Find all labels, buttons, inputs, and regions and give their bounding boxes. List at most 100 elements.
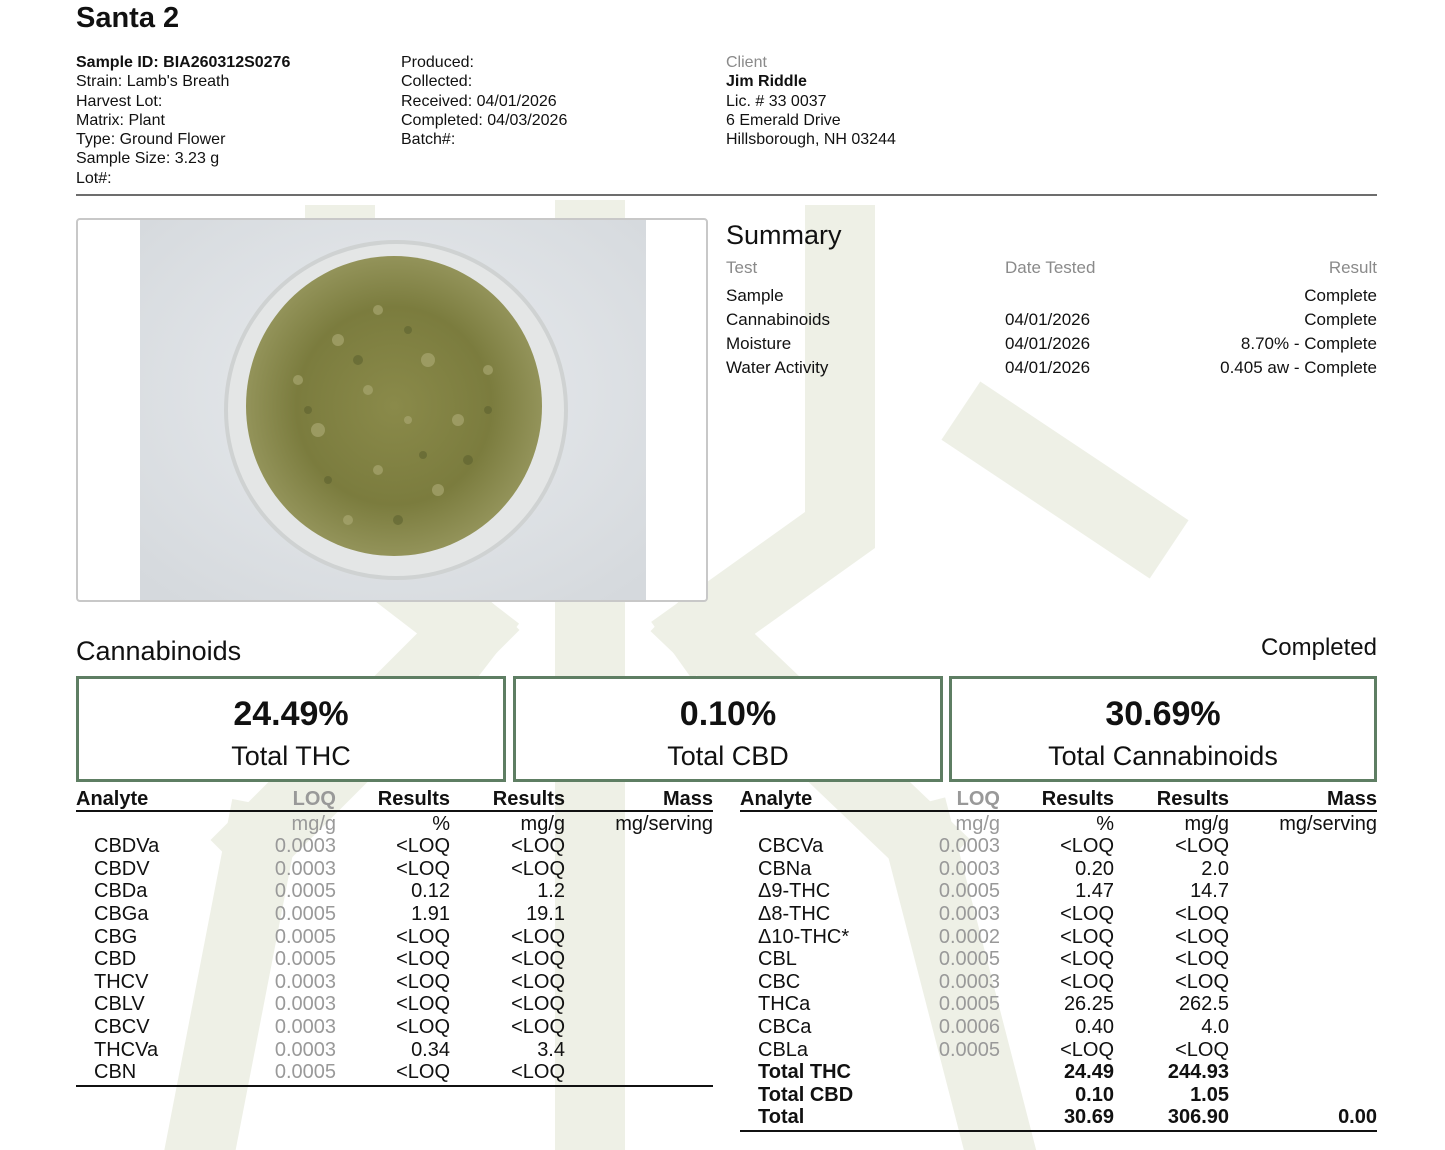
summary-header-result: Result [1328, 258, 1377, 277]
analyte-mgg: <LOQ [511, 993, 565, 1016]
analyte-loq: 0.0002 [938, 925, 1000, 948]
header-results-mgg: Results [1156, 788, 1229, 810]
analyte-pct: <LOQ [396, 993, 450, 1016]
analyte-mgg: 4.0 [1201, 1016, 1229, 1038]
summary-result: 8.70% - Complete [1240, 334, 1377, 353]
analyte-mgg: <LOQ [511, 970, 565, 993]
total-pct: 30.69 [1063, 1106, 1114, 1129]
analyte-pct: 0.34 [411, 1038, 450, 1061]
analyte-loq: 0.0005 [938, 948, 1000, 971]
table-row: CBN 0.0005 <LOQ <LOQ [76, 1061, 713, 1084]
table-row: CBD 0.0005 <LOQ <LOQ [76, 948, 713, 971]
client-address-1: 6 Emerald Drive [726, 111, 841, 129]
analyte-name: CBLV [94, 993, 145, 1016]
total-row: Total 30.69 306.90 0.00 [740, 1106, 1377, 1129]
analyte-loq: 0.0003 [274, 857, 336, 880]
summary-date: 04/01/2026 [1005, 310, 1091, 329]
analyte-name: CBDV [94, 857, 150, 880]
table-row: THCVa 0.0003 0.34 3.4 [76, 1039, 713, 1062]
sample-photo-image [140, 220, 646, 600]
summary-header-test: Test [726, 258, 758, 277]
unit-mgg: mg/g [520, 812, 565, 835]
total-pct: 0.10 [1075, 1083, 1114, 1106]
analyte-loq: 0.0003 [938, 835, 1000, 858]
summary-test: Moisture [726, 334, 792, 353]
sample-size: Sample Size: 3.23 g [76, 150, 220, 168]
produced-date: Produced: [401, 54, 474, 71]
table-row: CBG 0.0005 <LOQ <LOQ [76, 926, 713, 949]
batch-number: Batch#: [401, 131, 456, 149]
sample-id-value: BIA260312S0276 [163, 54, 291, 71]
analyte-pct: <LOQ [1060, 970, 1114, 993]
analyte-name: CBC [758, 970, 801, 993]
header-results-mgg: Results [492, 788, 565, 810]
analyte-loq: 0.0003 [274, 835, 336, 858]
total-cannabinoids-value: 30.69% [1105, 695, 1221, 733]
table-row: Δ8-THC 0.0003 <LOQ <LOQ [740, 903, 1377, 926]
table-row: CBLa 0.0005 <LOQ <LOQ [740, 1039, 1377, 1062]
analyte-name: CBG [94, 925, 138, 948]
cannabinoids-title: Cannabinoids [76, 636, 242, 666]
total-cbd-value: 0.10% [679, 695, 777, 733]
table-row: CBDV 0.0003 <LOQ <LOQ [76, 858, 713, 881]
header-mass: Mass [1326, 788, 1377, 810]
summary-result: 0.405 aw - Complete [1220, 358, 1377, 377]
analyte-name: CBDa [94, 880, 148, 903]
summary-row: Cannabinoids 04/01/2026 Complete [726, 310, 1377, 334]
header-loq: LOQ [292, 788, 336, 810]
summary-header-row: Test Date Tested Result [726, 258, 1377, 282]
client-license: Lic. # 33 0037 [726, 92, 827, 110]
analyte-name: CBCVa [758, 835, 824, 858]
analyte-pct: <LOQ [396, 835, 450, 858]
summary-date: 04/01/2026 [1005, 358, 1091, 377]
table-row: CBDVa 0.0003 <LOQ <LOQ [76, 835, 713, 858]
analyte-name: CBLa [758, 1038, 809, 1061]
analyte-mgg: <LOQ [511, 1016, 565, 1038]
unit-pct: % [1096, 812, 1114, 835]
analyte-pct: 1.47 [1075, 880, 1114, 903]
header-divider [76, 194, 1377, 196]
analyte-pct: <LOQ [1060, 835, 1114, 858]
header-loq: LOQ [956, 788, 1000, 810]
total-cbd-box: 0.10% Total CBD [513, 676, 943, 782]
analyte-name: Δ10-THC* [758, 925, 850, 948]
analyte-name: CBD [94, 948, 137, 971]
total-cbd-label: Total CBD [667, 741, 789, 771]
analyte-mgg: <LOQ [1175, 948, 1229, 971]
table-row: Δ9-THC 0.0005 1.47 14.7 [740, 880, 1377, 903]
client-address-2: Hillsborough, NH 03244 [726, 131, 896, 149]
total-cannabinoids-label: Total Cannabinoids [1048, 741, 1278, 771]
analyte-name: CBDVa [94, 835, 160, 858]
analyte-loq: 0.0005 [274, 948, 336, 971]
sample-id: Sample ID: BIA260312S0276 [76, 53, 290, 72]
analyte-name: CBNa [758, 857, 812, 880]
analyte-mgg: <LOQ [511, 1061, 565, 1084]
summary-result: Complete [1304, 310, 1377, 329]
table-row: CBCa 0.0006 0.40 4.0 [740, 1016, 1377, 1039]
analyte-pct: 0.20 [1075, 857, 1114, 880]
analyte-mgg: 262.5 [1178, 993, 1229, 1016]
analyte-loq: 0.0003 [274, 1038, 336, 1061]
table-row: THCa 0.0005 26.25 262.5 [740, 993, 1377, 1016]
analyte-mgg: <LOQ [511, 857, 565, 880]
cannabinoids-table-right: Analyte LOQ Results Results Mass mg/g% mg/g mg/… [740, 788, 1377, 1138]
analyte-mgg: 19.1 [526, 903, 565, 925]
summary-header-date: Date Tested [1005, 258, 1096, 277]
date-info: Produced: Collected: Received: 04/01/202… [401, 53, 567, 149]
analyte-name: Δ9-THC [758, 880, 831, 903]
analyte-name: CBCV [94, 1016, 150, 1038]
header-underline [76, 810, 713, 812]
analyte-loq: 0.0003 [274, 1016, 336, 1038]
analyte-pct: <LOQ [396, 1061, 450, 1084]
analyte-loq: 0.0003 [274, 993, 336, 1016]
analyte-mgg: <LOQ [1175, 925, 1229, 948]
analyte-mgg: 2.0 [1201, 857, 1229, 880]
table-row: CBNa 0.0003 0.20 2.0 [740, 858, 1377, 881]
analyte-loq: 0.0003 [938, 857, 1000, 880]
analyte-name: Δ8-THC [758, 903, 831, 925]
table-row: CBL 0.0005 <LOQ <LOQ [740, 948, 1377, 971]
analyte-name: CBCa [758, 1016, 812, 1038]
analyte-loq: 0.0005 [274, 880, 336, 903]
sample-photo [76, 218, 708, 602]
analyte-pct: <LOQ [396, 1016, 450, 1038]
